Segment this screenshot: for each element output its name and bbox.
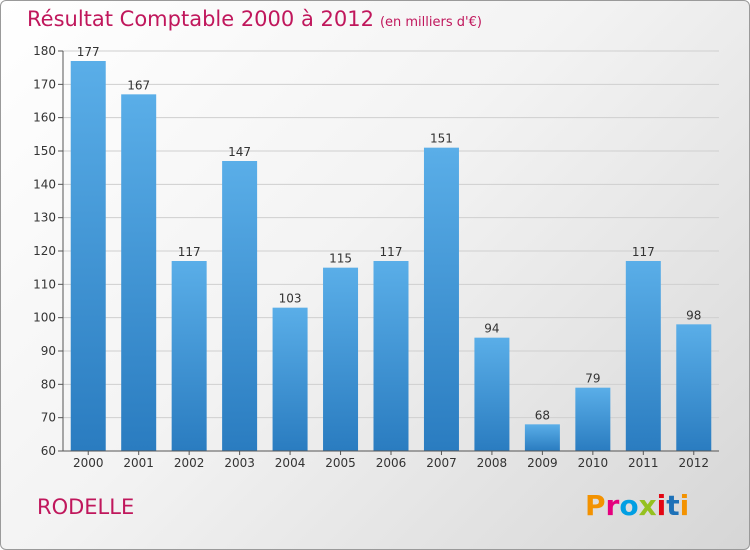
data-label: 117 (380, 245, 403, 259)
x-tick-label: 2002 (174, 456, 205, 470)
data-label: 115 (329, 252, 352, 266)
labels-layer: 177 167 117 147 103 115 117 151 94 68 79 117 98 (77, 45, 702, 422)
data-label: 103 (279, 292, 302, 306)
x-tick-label: 2000 (73, 456, 104, 470)
data-label: 98 (686, 308, 701, 322)
data-label: 147 (228, 145, 251, 159)
data-label: 94 (484, 322, 499, 336)
bar (524, 424, 560, 451)
x-tick-label: 2005 (325, 456, 356, 470)
logo-letter: o (619, 489, 639, 522)
y-tick-label: 100 (33, 311, 56, 325)
data-label: 79 (585, 372, 600, 386)
y-tick-label: 140 (33, 177, 56, 191)
logo-letter: x (638, 489, 657, 522)
bars-layer (70, 61, 712, 451)
data-label: 68 (535, 408, 550, 422)
bar (171, 261, 207, 451)
y-tick-label: 90 (41, 344, 56, 358)
x-tick-label: 2009 (527, 456, 558, 470)
x-tick-label: 2001 (123, 456, 154, 470)
logo-letter: r (605, 489, 620, 522)
x-tick-label: 2011 (628, 456, 659, 470)
axis-layer: 60 70 80 90 100 110 120 130 140 150 160 170 180 2000 2… (33, 44, 719, 470)
bar (121, 94, 157, 451)
data-label: 177 (77, 45, 100, 59)
y-tick-label: 150 (33, 144, 56, 158)
chart-title-text: Résultat Comptable 2000 à 2012 (27, 7, 374, 31)
bar (676, 324, 712, 451)
bar (323, 267, 359, 451)
bar (474, 337, 510, 451)
x-tick-label: 2003 (224, 456, 255, 470)
logo-letter: t (666, 489, 680, 522)
y-tick-label: 110 (33, 277, 56, 291)
x-tick-label: 2004 (275, 456, 306, 470)
y-tick-label: 70 (41, 411, 56, 425)
bar (70, 61, 106, 451)
chart-unit: (en milliers d'€) (379, 15, 482, 30)
y-tick-label: 80 (41, 377, 56, 391)
x-tick-label: 2012 (678, 456, 709, 470)
y-tick-label: 130 (33, 211, 56, 225)
y-tick-label: 120 (33, 244, 56, 258)
y-tick-label: 170 (33, 77, 56, 91)
chart-title: Résultat Comptable 2000 à 2012 (en millie… (27, 7, 482, 31)
data-label: 117 (632, 245, 655, 259)
x-tick-label: 2010 (578, 456, 609, 470)
proxiti-logo: Proxiti (585, 489, 689, 522)
y-tick-label: 60 (41, 444, 56, 458)
x-tick-label: 2008 (477, 456, 508, 470)
bar (272, 307, 308, 451)
bar (575, 387, 611, 451)
bar (222, 161, 258, 451)
bar (423, 147, 459, 451)
y-tick-label: 160 (33, 111, 56, 125)
data-label: 117 (178, 245, 201, 259)
logo-letter: i (679, 489, 690, 522)
data-label: 167 (127, 78, 150, 92)
data-label: 151 (430, 132, 453, 146)
x-tick-label: 2007 (426, 456, 457, 470)
logo-letter: i (656, 489, 667, 522)
bar (625, 261, 661, 451)
y-tick-label: 180 (33, 44, 56, 58)
x-tick-label: 2006 (376, 456, 407, 470)
logo-letter: P (585, 489, 606, 522)
bar (373, 261, 409, 451)
city-name: RODELLE (37, 495, 135, 519)
